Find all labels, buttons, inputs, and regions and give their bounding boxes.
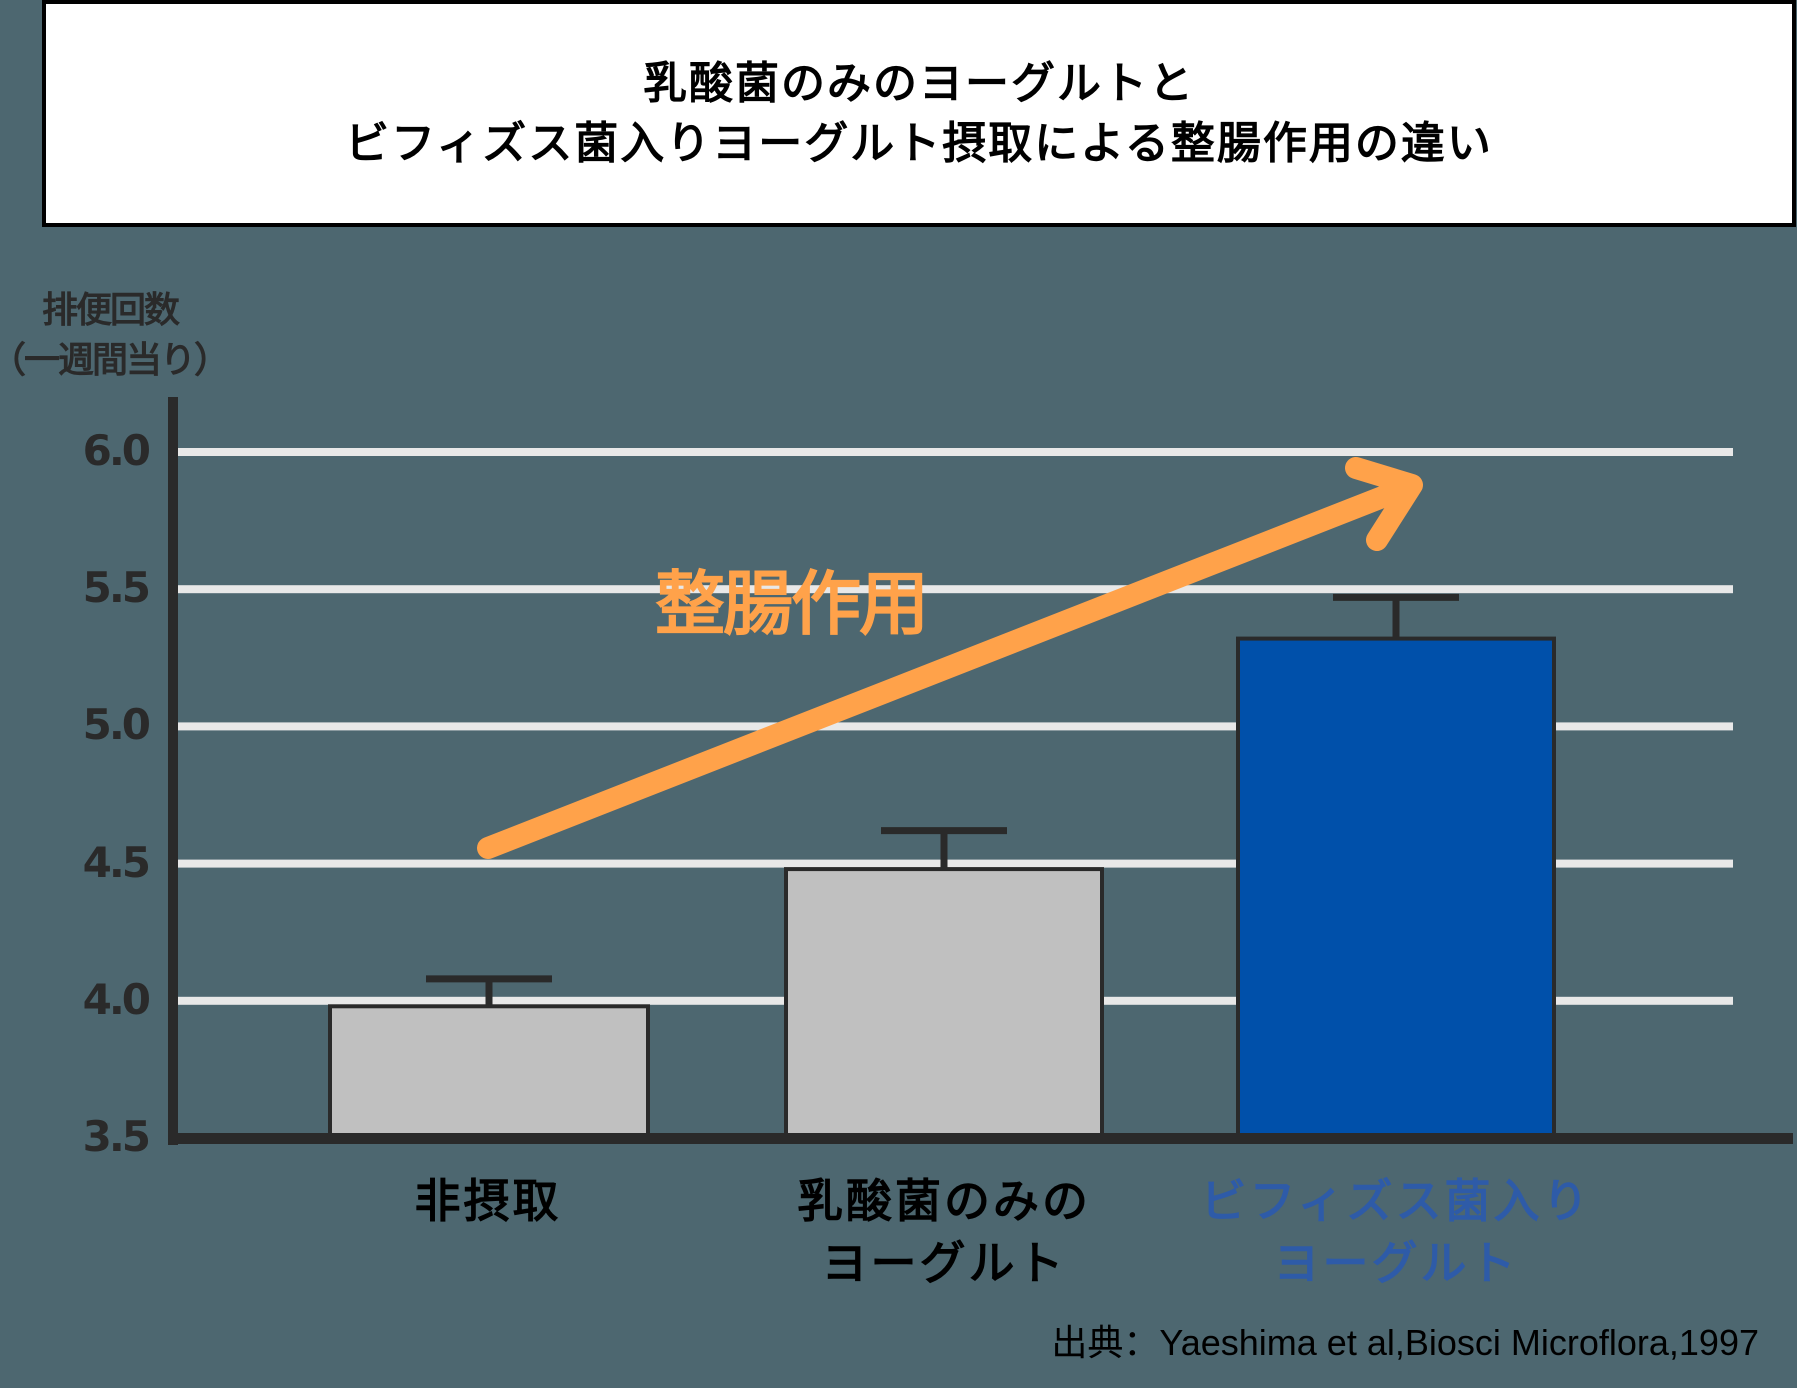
y-tick-label: 3.5 <box>82 1112 151 1161</box>
arrow-shaft <box>477 476 1419 859</box>
x-category-label-non-intake: 非摂取 <box>228 1170 748 1232</box>
gridline <box>173 585 1733 594</box>
y-tick-label: 5.0 <box>82 700 151 750</box>
x-label-line: ビフィズス菌入り <box>1200 1174 1592 1228</box>
x-category-label-lactic-yogurt: 乳酸菌のみの ヨーグルト <box>684 1170 1204 1294</box>
x-axis-line <box>168 1133 1793 1144</box>
y-axis-label-line-2: （一週間当り） <box>0 340 230 381</box>
axes <box>168 397 1793 1145</box>
gridline <box>173 722 1733 731</box>
x-label-line: 非摂取 <box>414 1174 562 1228</box>
bar <box>1236 636 1556 1140</box>
x-label-line: 乳酸菌のみの <box>797 1174 1091 1228</box>
arrow-head <box>1345 457 1423 551</box>
gridline <box>173 448 1733 456</box>
gridline <box>173 859 1733 868</box>
x-label-line: ヨーグルト <box>1273 1236 1519 1290</box>
chart-title-box: 乳酸菌のみのヨーグルトと ビフィズス菌入りヨーグルト摂取による整腸作用の違い <box>42 0 1796 227</box>
x-category-label-bifidus-yogurt: ビフィズス菌入り ヨーグルト <box>1136 1170 1656 1294</box>
y-tick-label: 4.5 <box>82 837 151 887</box>
y-axis-label: 排便回数 （一週間当り） <box>0 286 230 386</box>
y-axis-line <box>168 397 178 1145</box>
chart-title-line-2: ビフィズス菌入りヨーグルト摂取による整腸作用の違い <box>345 117 1493 169</box>
bar <box>328 1004 650 1141</box>
y-tick-label: 6.0 <box>82 426 151 475</box>
source-citation: 出典：Yaeshima et al,Biosci Microflora,1997 <box>1051 1322 1759 1363</box>
y-axis-label-line-1: 排便回数 <box>41 290 180 331</box>
bar <box>784 867 1104 1140</box>
y-tick-label: 5.5 <box>82 563 151 613</box>
bars <box>328 593 1556 1141</box>
chart-title-line-1: 乳酸菌のみのヨーグルトと <box>643 57 1195 109</box>
y-tick-label: 4.0 <box>82 974 151 1024</box>
x-label-line: ヨーグルト <box>821 1236 1067 1290</box>
arrow-up-right-icon <box>477 457 1423 859</box>
annotation-label: 整腸作用 <box>655 563 929 645</box>
